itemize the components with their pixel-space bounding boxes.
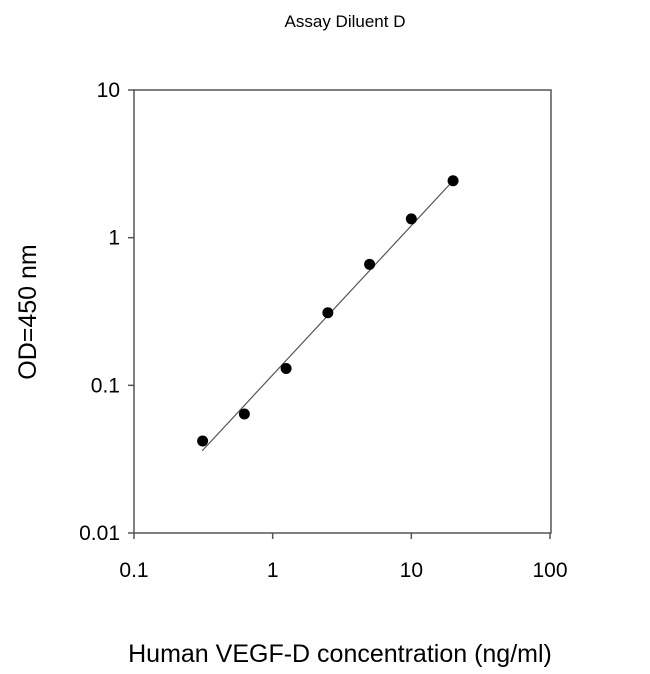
data-point [322, 307, 334, 319]
chart-title: Assay Diluent D [285, 12, 406, 31]
x-axis-label: Human VEGF-D concentration (ng/ml) [128, 640, 552, 668]
y-tick-label: 1 [108, 227, 120, 250]
data-point [405, 213, 417, 225]
x-tick-label: 1 [267, 559, 279, 582]
plot-frame [133, 89, 552, 534]
x-tick-label: 10 [400, 559, 423, 582]
data-point [364, 258, 376, 270]
data-point [238, 408, 250, 420]
data-point [280, 363, 292, 375]
data-point [447, 175, 459, 187]
y-tick-label: 10 [97, 79, 120, 102]
x-tick-label: 0.1 [119, 559, 148, 582]
data-point [197, 435, 209, 447]
y-axis-label: OD=450 nm [14, 244, 42, 380]
x-tick-label: 100 [532, 559, 567, 582]
y-tick-label: 0.01 [79, 522, 120, 545]
y-tick-label: 0.1 [91, 374, 120, 397]
